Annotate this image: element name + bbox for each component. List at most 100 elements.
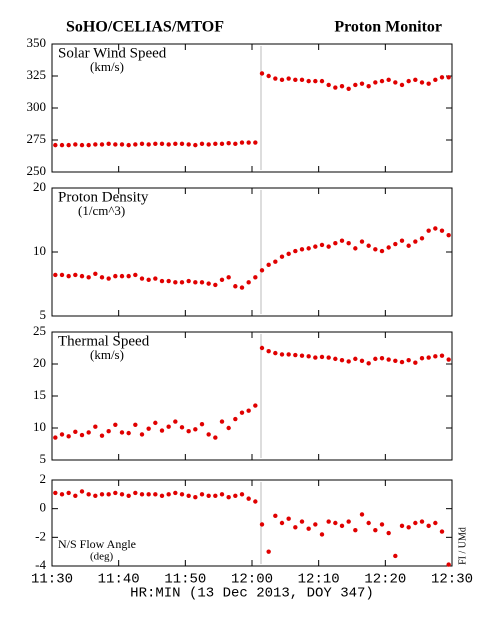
data-point (359, 81, 365, 86)
data-point (219, 419, 225, 424)
data-point (146, 142, 151, 147)
data-point (193, 427, 198, 432)
data-point (253, 499, 258, 504)
data-point (313, 355, 318, 360)
data-point (113, 142, 118, 147)
x-tick-label: 11:30 (31, 572, 73, 588)
credit: FI / UMd (457, 527, 468, 565)
data-point (53, 142, 58, 148)
data-point (159, 141, 165, 147)
data-point (59, 432, 65, 437)
data-point (393, 241, 398, 247)
data-point (259, 71, 265, 76)
data-point (313, 522, 318, 527)
data-point (193, 280, 198, 285)
data-point (333, 520, 338, 526)
data-point (86, 275, 91, 280)
data-point (206, 493, 211, 498)
data-point (259, 522, 265, 527)
data-point (146, 492, 151, 497)
data-point (399, 523, 405, 529)
data-point (413, 239, 418, 244)
data-point (286, 516, 291, 521)
panel-title: Solar Wind Speed (58, 45, 167, 61)
data-point (333, 85, 338, 90)
data-point (419, 80, 425, 85)
panel-title: Thermal Speed (58, 333, 150, 349)
data-point (426, 81, 431, 86)
panel-units: (deg) (90, 551, 114, 563)
x-tick-label: 11:40 (98, 572, 140, 588)
data-point (386, 77, 391, 83)
data-point (213, 435, 218, 440)
data-point (166, 492, 171, 497)
data-point (193, 142, 198, 148)
data-point (219, 492, 225, 497)
y-tick-label: -2 (35, 528, 46, 543)
x-axis-label: HR:MIN (13 Dec 2013, DOY 347) (130, 586, 374, 602)
data-point (99, 142, 105, 147)
y-tick-label: 10 (33, 243, 46, 258)
data-point (266, 262, 271, 268)
data-point (273, 350, 278, 356)
data-point (153, 276, 158, 281)
data-point (133, 422, 138, 427)
data-point (393, 358, 398, 363)
data-point (313, 78, 318, 84)
data-point (159, 278, 165, 284)
data-point (306, 78, 311, 84)
data-point (406, 78, 411, 84)
data-point (153, 492, 158, 497)
data-point (286, 352, 291, 357)
data-point (139, 492, 145, 497)
data-point (419, 356, 425, 361)
data-point (53, 490, 58, 496)
data-point (73, 493, 78, 498)
data-point (66, 142, 71, 148)
data-point (439, 75, 445, 80)
data-point (213, 141, 218, 147)
data-point (113, 422, 118, 427)
data-point (99, 492, 105, 497)
data-point (253, 275, 258, 280)
header-left: SoHO/CELIAS/MTOF (66, 19, 224, 36)
data-point (413, 520, 418, 526)
data-point (326, 355, 331, 360)
data-point (139, 276, 145, 281)
data-point (186, 142, 191, 147)
data-point (66, 273, 71, 279)
data-point (106, 276, 111, 281)
data-point (93, 142, 98, 147)
data-point (53, 272, 58, 278)
x-tick-label: 12:20 (364, 572, 406, 588)
panel-units: (km/s) (90, 59, 124, 74)
data-point (266, 549, 271, 554)
data-point (133, 490, 138, 496)
data-point (253, 140, 258, 145)
data-point (279, 254, 285, 259)
data-point (406, 357, 411, 363)
data-point (239, 285, 245, 290)
y-tick-label: 325 (27, 67, 47, 82)
data-point (299, 519, 305, 524)
data-point (206, 432, 211, 437)
data-point (273, 513, 278, 519)
data-point (113, 490, 118, 496)
data-point (439, 529, 445, 534)
data-point (393, 80, 398, 85)
data-point (79, 489, 85, 494)
data-point (233, 493, 238, 498)
y-tick-label: 0 (40, 500, 47, 515)
y-tick-label: 300 (27, 99, 47, 114)
x-tick-label: 12:10 (298, 572, 340, 588)
data-point (406, 243, 411, 248)
data-point (173, 490, 178, 496)
data-point (299, 247, 305, 252)
data-point (79, 432, 85, 438)
data-point (399, 238, 405, 243)
data-point (366, 361, 371, 366)
data-point (433, 77, 438, 83)
data-point (159, 428, 165, 433)
data-point (319, 354, 325, 360)
data-point (313, 244, 318, 249)
